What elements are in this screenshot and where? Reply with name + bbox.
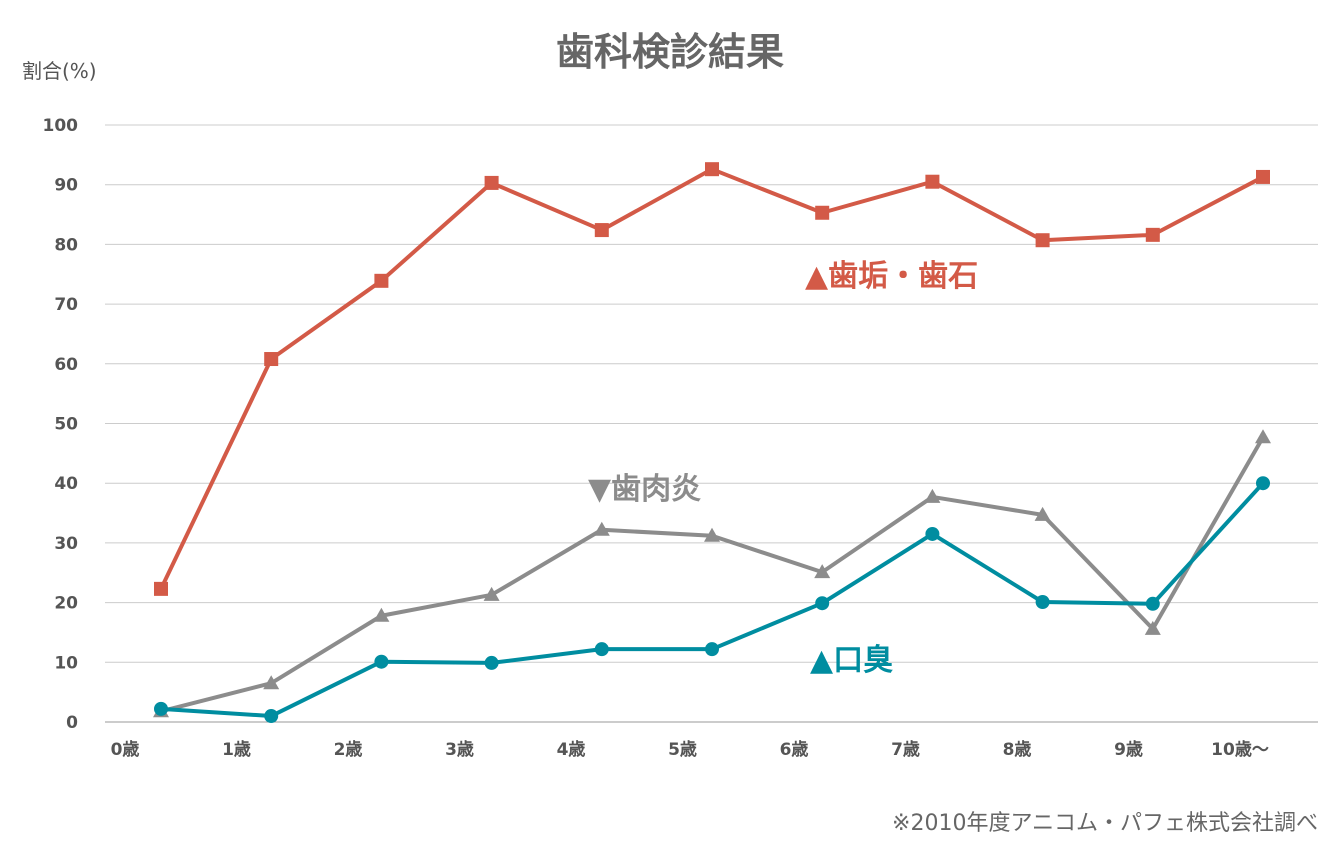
data-point: [815, 205, 830, 220]
data-point: [1255, 429, 1271, 444]
y-tick-label: 70: [54, 295, 78, 315]
data-point: [484, 655, 499, 670]
data-point: [374, 654, 389, 669]
y-tick-label: 100: [43, 116, 79, 136]
y-tick-label: 40: [54, 474, 78, 494]
data-point: [263, 675, 280, 690]
x-tick-label: 4歳: [557, 739, 586, 760]
data-point: [925, 174, 940, 189]
y-tick-label: 50: [54, 415, 78, 435]
data-point: [264, 709, 279, 724]
data-point: [704, 527, 720, 542]
data-point: [1145, 596, 1160, 611]
chart-title: 歯科検診結果: [556, 30, 784, 74]
data-point: [593, 521, 610, 536]
data-point: [483, 586, 500, 601]
series-0: [154, 162, 1270, 596]
data-point: [154, 701, 168, 716]
data-point: [814, 564, 831, 579]
x-tick-labels: 0歳 1歳 2歳 3歳 4歳 5歳 6歳 7歳 8歳 9歳 10歳～: [111, 739, 1269, 760]
data-point: [1145, 227, 1160, 242]
data-point: [924, 488, 941, 503]
data-point: [594, 642, 609, 657]
data-point: [705, 642, 719, 657]
series-1: [153, 429, 1271, 718]
data-point: [594, 223, 609, 238]
x-tick-label: 8歳: [1003, 739, 1032, 760]
y-tick-label: 10: [54, 653, 78, 673]
data-point: [264, 352, 279, 367]
series-group: [153, 162, 1271, 724]
data-point: [374, 273, 389, 288]
data-point: [1256, 476, 1270, 491]
x-tick-label: 3歳: [445, 739, 474, 760]
x-tick-label: 5歳: [668, 739, 697, 760]
y-tick-label: 90: [54, 176, 78, 196]
y-tick-label: 20: [54, 594, 78, 614]
series-2: [154, 476, 1270, 724]
x-tick-label: 10歳～: [1211, 739, 1269, 760]
x-tick-label: 9歳: [1114, 739, 1143, 760]
x-tick-label: 7歳: [891, 739, 920, 760]
y-tick-label: 80: [54, 235, 78, 255]
data-point: [1035, 233, 1050, 248]
data-point: [925, 526, 940, 541]
series-label-plaque: ▲歯垢・歯石: [805, 259, 978, 294]
x-tick-label: 6歳: [780, 739, 809, 760]
series-label-gingivitis: ▼歯肉炎: [588, 472, 701, 507]
x-tick-label: 1歳: [222, 739, 251, 760]
y-axis-label: 割合(%): [22, 59, 97, 83]
y-tick-label: 60: [54, 355, 78, 375]
x-tick-label: 2歳: [334, 739, 363, 760]
data-point: [1035, 595, 1050, 610]
y-tick-label: 0: [66, 713, 78, 733]
data-point: [484, 175, 499, 190]
x-tick-label: 0歳: [111, 739, 140, 760]
y-tick-label: 30: [54, 534, 78, 554]
data-point: [1034, 506, 1051, 521]
series-line: [160, 436, 1265, 714]
source-note: ※2010年度アニコム・パフェ株式会社調べ: [892, 811, 1318, 836]
y-tick-labels: 0 10 20 30 40 50 60 70 80 90 100: [43, 116, 79, 733]
data-point: [373, 607, 390, 622]
data-point: [705, 162, 719, 177]
series-line: [160, 481, 1265, 719]
data-point: [815, 596, 830, 611]
series-label-halitosis: ▲口臭: [810, 643, 893, 678]
gridlines: [105, 124, 1318, 723]
data-point: [154, 581, 168, 596]
series-line: [159, 167, 1264, 590]
data-point: [1256, 169, 1270, 184]
data-point: [1144, 620, 1161, 635]
